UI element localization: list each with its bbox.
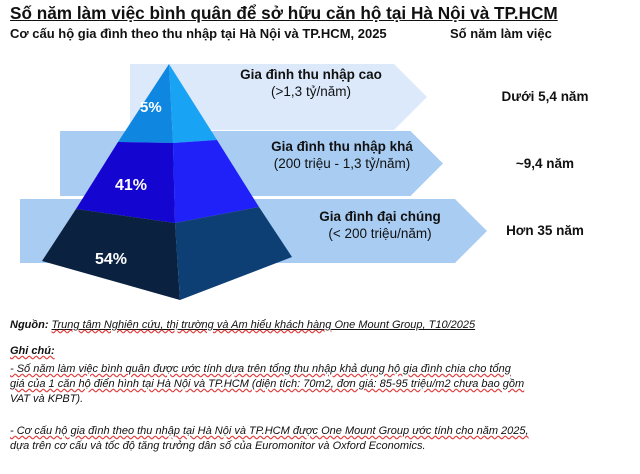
- svg-text:54%: 54%: [95, 251, 127, 268]
- svg-text:41%: 41%: [115, 177, 147, 194]
- svg-text:5%: 5%: [140, 99, 162, 116]
